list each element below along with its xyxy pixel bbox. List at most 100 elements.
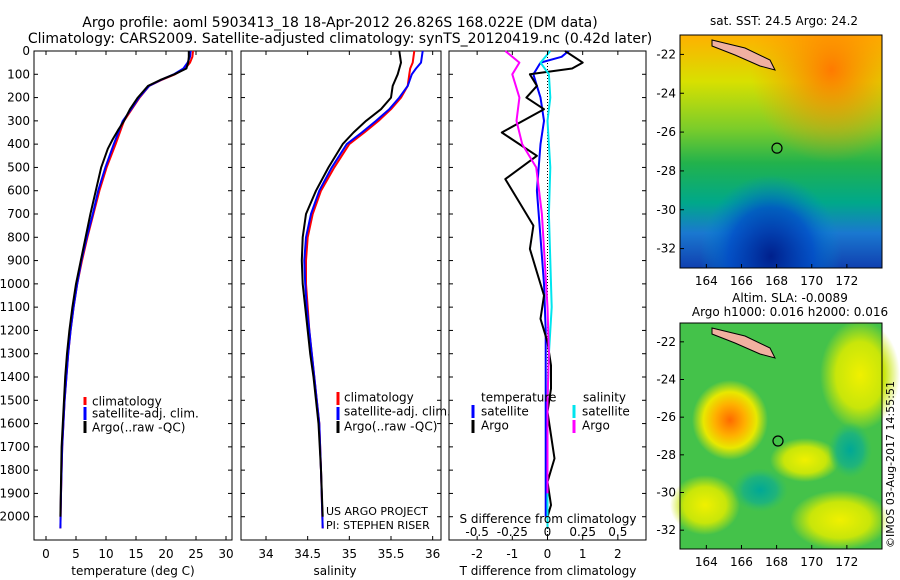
map-x-tick-label: 164: [695, 555, 718, 569]
map-x-tick-label: 164: [695, 274, 718, 288]
sla-map-frame: [679, 322, 883, 550]
temperature-plot-frame: [33, 50, 233, 541]
legend-label: Argo: [481, 419, 509, 433]
y-tick-label: 400: [7, 137, 30, 151]
sla-low-anomaly: [732, 468, 788, 512]
sla-low-anomaly: [828, 422, 872, 478]
salinity-legend: climatology satellite-adj. clim. Argo(..…: [336, 391, 451, 434]
x-tick-label: 30: [218, 547, 233, 561]
s-tick-label: 0.25: [569, 525, 596, 539]
x-tick-label: 2: [614, 547, 622, 561]
map-y-tick-label: -30: [656, 486, 676, 500]
map-y-tick-label: -24: [656, 86, 676, 100]
s-tick-label: 0: [544, 525, 552, 539]
sla-map-title-2: Argo h1000: 0.016 h2000: 0.016: [692, 305, 888, 319]
y-tick-label: 600: [7, 184, 30, 198]
y-tick-label: 900: [7, 254, 30, 268]
argo-float-marker: [771, 142, 783, 154]
legend-label: satellite-adj. clim.: [92, 407, 199, 421]
difference-legend: temperature salinity satellite Argo sate…: [471, 391, 630, 433]
y-tick-label: 800: [7, 230, 30, 244]
legend-label: climatology: [92, 395, 162, 409]
x-tick-label: 35: [342, 547, 357, 561]
y-tick-label: 1200: [0, 323, 30, 337]
sla-anomaly: [790, 490, 890, 550]
map-y-tick-label: -22: [656, 335, 676, 349]
legend-label: Argo(..raw -QC): [92, 421, 185, 435]
temperature-x-label: temperature (deg C): [71, 564, 194, 578]
y-tick-label: 500: [7, 160, 30, 174]
series-line-argo-raw-qc-: [59, 51, 190, 517]
salinity-panel: salinity climatology satellite-adj. clim…: [240, 50, 451, 578]
legend-label: satellite: [481, 405, 529, 419]
pi-annotation: PI: STEPHEN RISER: [326, 519, 430, 532]
map-x-tick-label: 172: [835, 274, 858, 288]
t-difference-label: T difference from climatology: [459, 564, 637, 578]
y-tick-label: 1300: [0, 347, 30, 361]
x-tick-label: 20: [158, 547, 173, 561]
series-line-satellite: [532, 50, 570, 517]
legend-label: Argo: [582, 419, 610, 433]
x-tick-label: 34: [258, 547, 273, 561]
sst-map-title: sat. SST: 24.5 Argo: 24.2: [710, 14, 858, 28]
y-tick-label: 1400: [0, 370, 30, 384]
map-y-tick-label: -26: [656, 125, 676, 139]
y-tick-label: 100: [7, 67, 30, 81]
s-tick-label: -0.5: [465, 525, 488, 539]
sla-map-panel: Altim. SLA: -0.0089 Argo h1000: 0.016 h2…: [670, 291, 900, 550]
series-line-argo: [504, 50, 550, 494]
s-difference-label: S difference from climatology: [460, 512, 637, 526]
map-y-tick-label: -32: [656, 523, 676, 537]
y-tick-label: 1100: [0, 300, 30, 314]
x-tick-label: 35.5: [378, 547, 405, 561]
y-tick-label: 2000: [0, 510, 30, 524]
sla-anomaly: [770, 438, 840, 482]
sst-map-frame: [679, 34, 883, 269]
argo-float-marker: [772, 435, 784, 447]
map-x-tick-label: 166: [730, 274, 753, 288]
y-tick-label: 300: [7, 114, 30, 128]
project-annotation: US ARGO PROJECT: [326, 505, 428, 518]
x-tick-label: 1: [579, 547, 587, 561]
credit-text: ©IMOS 03-Aug-2017 14:55:51: [884, 381, 897, 548]
s-tick-label: 0.5: [608, 525, 627, 539]
legend-label: satellite: [582, 405, 630, 419]
sla-map-title-1: Altim. SLA: -0.0089: [732, 291, 848, 305]
map-y-tick-label: -24: [656, 373, 676, 387]
sla-anomaly: [820, 320, 900, 430]
s-tick-label: -0.25: [497, 525, 528, 539]
y-tick-label: 1700: [0, 440, 30, 454]
map-y-tick-label: -28: [656, 448, 676, 462]
x-tick-label: 36: [425, 547, 440, 561]
temperature-legend: climatology satellite-adj. clim. Argo(..…: [83, 395, 199, 435]
sla-high-anomaly: [692, 380, 768, 460]
map-x-tick-label: 166: [730, 555, 753, 569]
map-x-tick-label: 170: [800, 555, 823, 569]
header-line-1: Argo profile: aoml 5903413_18 18-Apr-201…: [82, 15, 597, 31]
temperature-panel: temperature (deg C) climatology satellit…: [33, 50, 233, 578]
sla-anomaly: [670, 475, 740, 535]
x-tick-label: -1: [506, 547, 518, 561]
y-tick-label: 1600: [0, 417, 30, 431]
difference-panel: S difference from climatology T differen…: [448, 50, 647, 578]
x-tick-label: 15: [128, 547, 143, 561]
y-tick-label: 700: [7, 207, 30, 221]
x-tick-label: 34.5: [294, 547, 321, 561]
series-line-argo: [500, 50, 584, 517]
x-tick-label: 0: [544, 547, 552, 561]
x-tick-label: -2: [471, 547, 483, 561]
y-tick-label: 1500: [0, 393, 30, 407]
header-line-2: Climatology: CARS2009. Satellite-adjuste…: [28, 31, 652, 47]
salinity-plot-frame: [240, 50, 442, 541]
x-tick-label: 5: [72, 547, 80, 561]
legend-title-salinity: salinity: [583, 391, 626, 405]
map-y-tick-label: -28: [656, 164, 676, 178]
y-tick-label: 0: [22, 44, 30, 58]
y-tick-label: 1000: [0, 277, 30, 291]
y-tick-label: 1800: [0, 463, 30, 477]
legend-label: climatology: [344, 391, 414, 405]
map-y-tick-label: -26: [656, 410, 676, 424]
map-x-tick-label: 168: [765, 274, 788, 288]
x-tick-label: 10: [98, 547, 113, 561]
salinity-x-label: salinity: [313, 564, 356, 578]
